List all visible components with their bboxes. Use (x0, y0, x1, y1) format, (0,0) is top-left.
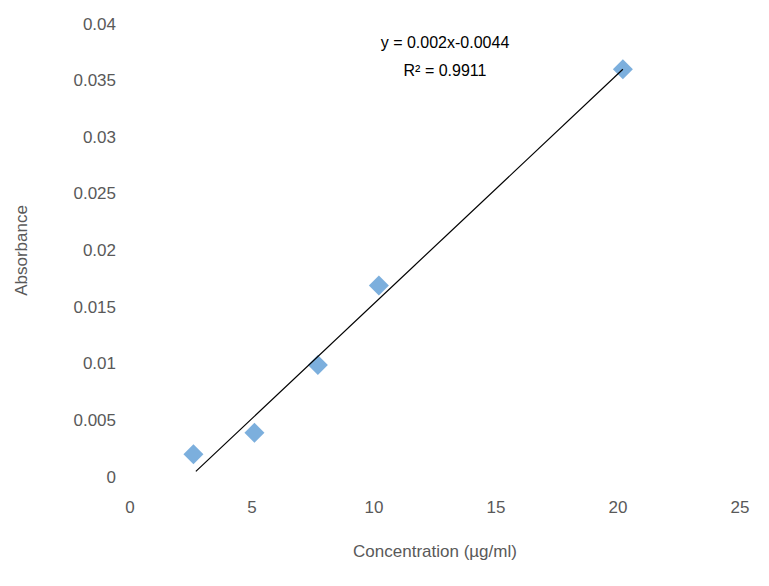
svg-text:R² = 0.9911: R² = 0.9911 (404, 62, 487, 79)
svg-text:0.03: 0.03 (83, 128, 116, 147)
svg-text:0.015: 0.015 (73, 298, 116, 317)
svg-text:0.01: 0.01 (83, 354, 116, 373)
svg-text:0: 0 (125, 498, 134, 517)
svg-text:15: 15 (487, 498, 506, 517)
svg-text:10: 10 (365, 498, 384, 517)
svg-text:Concentration (µg/ml): Concentration (µg/ml) (353, 542, 517, 561)
svg-text:5: 5 (247, 498, 256, 517)
svg-text:0.035: 0.035 (73, 71, 116, 90)
svg-text:0.025: 0.025 (73, 184, 116, 203)
svg-text:y = 0.002x-0.0044: y = 0.002x-0.0044 (381, 34, 510, 51)
svg-text:0.005: 0.005 (73, 411, 116, 430)
svg-text:0: 0 (107, 468, 116, 487)
svg-text:Absorbance: Absorbance (12, 205, 31, 296)
svg-text:0.04: 0.04 (83, 15, 116, 34)
svg-text:20: 20 (609, 498, 628, 517)
svg-text:0.02: 0.02 (83, 241, 116, 260)
svg-text:25: 25 (731, 498, 750, 517)
